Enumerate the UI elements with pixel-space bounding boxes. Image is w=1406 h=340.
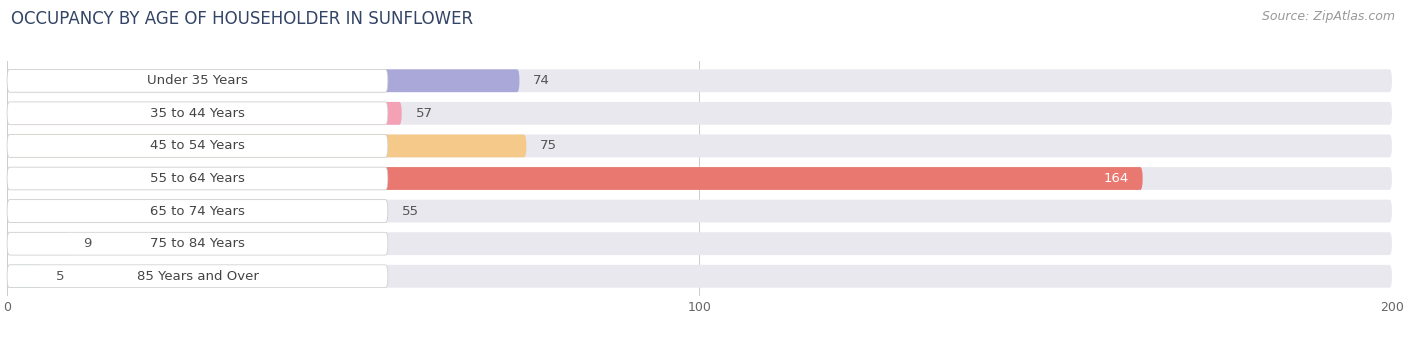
Text: 9: 9 (83, 237, 91, 250)
FancyBboxPatch shape (7, 167, 1392, 190)
Text: 75 to 84 Years: 75 to 84 Years (150, 237, 245, 250)
Text: 35 to 44 Years: 35 to 44 Years (150, 107, 245, 120)
FancyBboxPatch shape (7, 265, 388, 288)
Text: 75: 75 (540, 139, 557, 152)
FancyBboxPatch shape (7, 135, 526, 157)
Text: 5: 5 (55, 270, 65, 283)
Text: OCCUPANCY BY AGE OF HOUSEHOLDER IN SUNFLOWER: OCCUPANCY BY AGE OF HOUSEHOLDER IN SUNFL… (11, 10, 474, 28)
FancyBboxPatch shape (7, 69, 1392, 92)
FancyBboxPatch shape (7, 200, 388, 222)
Text: 65 to 74 Years: 65 to 74 Years (150, 205, 245, 218)
Text: 55: 55 (402, 205, 419, 218)
FancyBboxPatch shape (7, 167, 1143, 190)
Text: Source: ZipAtlas.com: Source: ZipAtlas.com (1261, 10, 1395, 23)
FancyBboxPatch shape (7, 102, 402, 125)
FancyBboxPatch shape (7, 69, 519, 92)
FancyBboxPatch shape (7, 102, 388, 125)
FancyBboxPatch shape (7, 102, 1392, 125)
FancyBboxPatch shape (7, 232, 1392, 255)
FancyBboxPatch shape (7, 167, 388, 190)
FancyBboxPatch shape (7, 135, 388, 157)
Text: Under 35 Years: Under 35 Years (148, 74, 247, 87)
FancyBboxPatch shape (7, 232, 69, 255)
Text: 45 to 54 Years: 45 to 54 Years (150, 139, 245, 152)
Text: 164: 164 (1104, 172, 1129, 185)
FancyBboxPatch shape (7, 232, 388, 255)
FancyBboxPatch shape (7, 200, 1392, 222)
FancyBboxPatch shape (7, 135, 1392, 157)
FancyBboxPatch shape (7, 69, 388, 92)
FancyBboxPatch shape (7, 265, 1392, 288)
FancyBboxPatch shape (7, 200, 388, 222)
Text: 55 to 64 Years: 55 to 64 Years (150, 172, 245, 185)
Text: 85 Years and Over: 85 Years and Over (136, 270, 259, 283)
FancyBboxPatch shape (7, 265, 42, 288)
Text: 57: 57 (416, 107, 433, 120)
Text: 74: 74 (533, 74, 550, 87)
